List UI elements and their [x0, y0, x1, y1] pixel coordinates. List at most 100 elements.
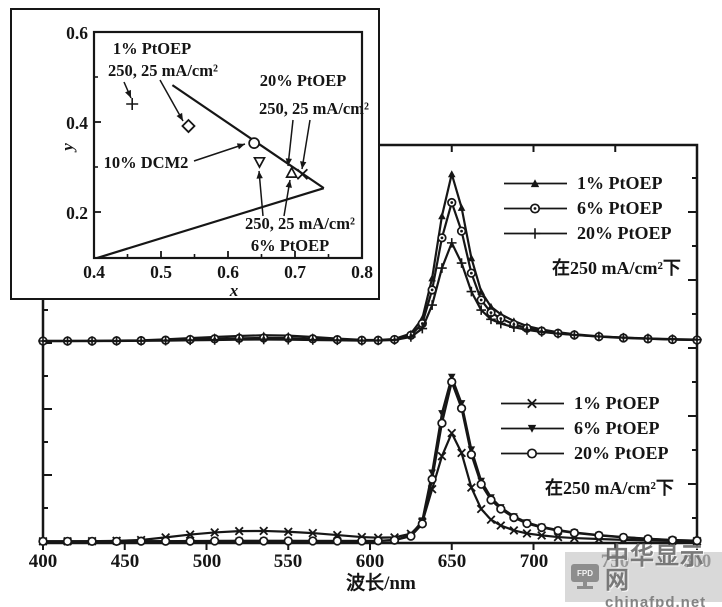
annotation-currents-2: 250, 25 mA/cm² — [259, 99, 369, 118]
x-tick-550: 550 — [273, 551, 303, 572]
triangle-down-open-marker-icon — [253, 156, 266, 169]
plus-marker-icon — [126, 98, 139, 110]
cie-inset-panel: 1% PtOEP 250, 25 mA/cm² 20% PtOEP 250, 2… — [10, 8, 380, 300]
x-cross-marker-icon — [296, 168, 309, 180]
annotation-arrow — [193, 143, 246, 162]
annotation-6pct-ptoep: 6% PtOEP — [250, 236, 330, 255]
inset-x-tick-05: 0.5 — [150, 262, 172, 282]
plus-marker-icon — [496, 318, 506, 329]
circle-dot-marker-icon — [460, 229, 463, 233]
plus-marker-icon — [389, 335, 400, 345]
legend-marker-circle-open-icon — [501, 448, 564, 459]
plus-marker-icon — [529, 228, 541, 239]
legend-item: 6% PtOEP — [503, 196, 672, 221]
plus-marker-icon — [136, 336, 146, 346]
triangle-up-filled-marker-icon — [530, 179, 540, 188]
plus-marker-icon — [486, 314, 496, 325]
circle-open-marker-icon — [332, 536, 342, 546]
triangle-down-filled-marker-icon — [527, 424, 537, 433]
triangle-up-filled-marker-icon — [447, 170, 456, 178]
circle-open-marker-icon — [522, 518, 532, 529]
annotation-currents-1: 250, 25 mA/cm² — [108, 61, 218, 80]
plus-marker-icon — [692, 334, 702, 345]
inset-y-tick-02: 0.2 — [66, 203, 88, 223]
x-cross-marker-icon — [447, 428, 457, 438]
plus-marker-icon — [667, 334, 678, 344]
x-cross-marker-icon — [522, 528, 532, 538]
plus-marker-icon — [446, 238, 457, 248]
circle-open-marker-icon — [160, 536, 171, 546]
circle-open-marker-icon — [38, 536, 48, 546]
x-cross-marker-icon — [496, 521, 506, 530]
inset-y-tick-04: 0.4 — [66, 113, 88, 133]
circle-dot-marker-icon — [489, 311, 493, 314]
x-tick-500: 500 — [192, 551, 222, 572]
plus-marker-icon — [357, 335, 367, 346]
triangle-up-filled-marker-icon — [467, 254, 476, 262]
legend-label: 1% PtOEP — [574, 393, 660, 413]
circle-open-marker-icon — [692, 536, 702, 546]
circle-dot-marker-icon — [469, 271, 473, 275]
x-tick-700: 700 — [519, 551, 549, 572]
annotation-currents-3: 250, 25 mA/cm² — [245, 214, 355, 233]
x-tick-600: 600 — [355, 551, 385, 572]
x-cross-marker-icon — [476, 504, 486, 514]
circle-open-marker-icon — [62, 536, 73, 546]
circle-open-marker-icon — [643, 534, 653, 544]
circle-open-marker-icon — [234, 536, 244, 546]
annotation-1pct-ptoep: 1% PtOEP — [112, 39, 192, 58]
fpd-badge: FPD — [577, 568, 593, 578]
circle-open-marker-icon — [476, 479, 486, 489]
inset-x-tick-08: 0.8 — [351, 262, 373, 282]
plus-marker-icon — [406, 332, 416, 342]
x-cross-marker-icon — [259, 526, 269, 536]
plus-marker-icon — [111, 336, 122, 346]
plus-marker-icon — [466, 286, 477, 297]
x-cross-marker-icon — [185, 530, 195, 540]
legend-marker-triangle-down-icon — [501, 424, 564, 433]
x-cross-marker-icon — [486, 515, 496, 525]
diamond-open-marker-icon — [181, 118, 196, 134]
x-cross-marker-icon — [527, 398, 537, 409]
circle-open-marker-icon — [427, 474, 437, 484]
circle-open-marker-icon — [406, 531, 416, 541]
x-cross-marker-icon — [283, 527, 293, 537]
annotation-arrow — [301, 119, 311, 170]
legend-label: 6% PtOEP — [577, 198, 663, 218]
x-cross-marker-icon — [437, 451, 447, 461]
circle-open-marker-icon — [618, 532, 629, 543]
annotation-10pct-dcm2: 10% DCM2 — [103, 153, 189, 172]
inset-x-tick-04: 0.4 — [83, 262, 105, 282]
circle-open-marker-icon — [569, 528, 580, 538]
circle-open-marker-icon — [308, 536, 318, 546]
x-axis-title: 波长/nm — [346, 573, 416, 594]
legend-marker-x-icon — [501, 398, 564, 409]
annotation-arrow — [287, 119, 294, 167]
plus-marker-icon — [618, 332, 629, 343]
legend-marker-plus-icon — [504, 228, 567, 239]
plus-marker-icon — [417, 323, 428, 334]
circle-open-marker-icon — [456, 403, 467, 414]
circle-open-marker-icon — [486, 495, 496, 505]
plus-marker-icon — [522, 325, 532, 335]
x-cross-marker-icon — [457, 448, 466, 458]
legend-item: 1% PtOEP — [500, 391, 669, 416]
inset-y-tick-06: 0.6 — [66, 23, 88, 43]
annotation-arrowhead — [236, 143, 245, 150]
circle-open-marker-icon — [373, 536, 383, 546]
circle-open-marker-icon — [389, 535, 400, 545]
legend-item: 6% PtOEP — [500, 416, 669, 441]
annotation-arrow — [159, 79, 184, 122]
circle-dot-marker-icon — [450, 201, 454, 204]
plus-marker-icon — [536, 327, 547, 337]
circle-open-marker-icon — [259, 536, 269, 546]
triangle-up-filled-marker-icon — [438, 212, 446, 220]
circle-open-marker-icon — [537, 522, 547, 533]
circle-dot-marker-icon — [533, 207, 537, 210]
triangle-up-open-marker-icon — [285, 166, 299, 178]
annotation-20pct-ptoep: 20% PtOEP — [259, 71, 347, 90]
plus-marker-icon — [307, 335, 318, 345]
triangle-up-filled-marker-icon — [457, 203, 466, 211]
circle-open-marker-icon — [594, 530, 604, 541]
